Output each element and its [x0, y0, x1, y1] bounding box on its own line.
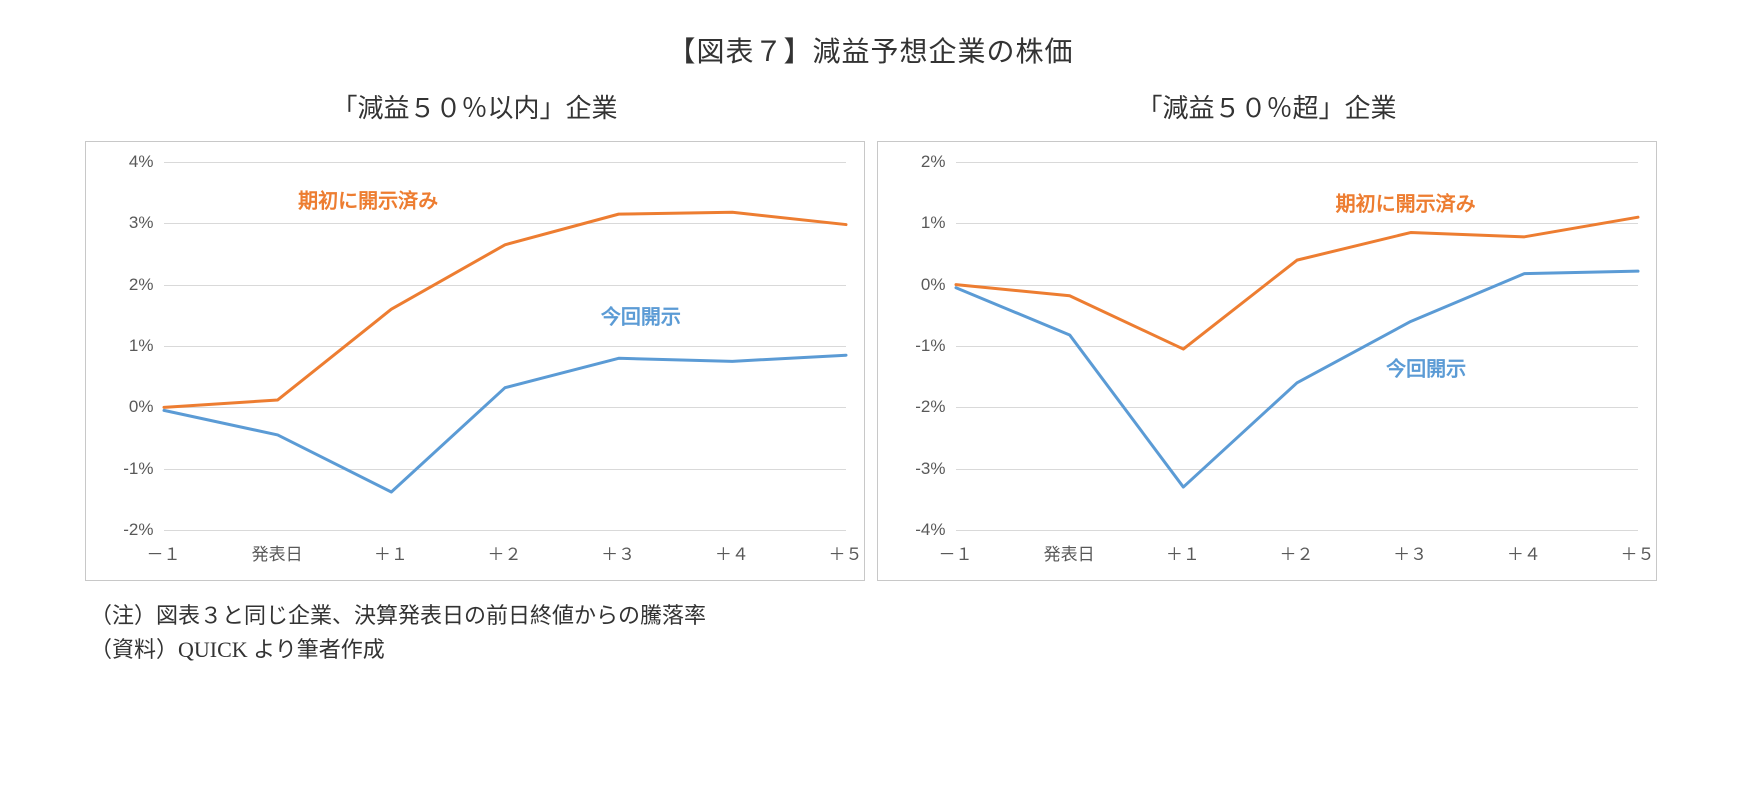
x-tick-label: ＋４	[715, 530, 749, 565]
footnotes: （注）図表３と同じ企業、決算発表日の前日終値からの騰落率 （資料）QUICK よ…	[90, 599, 1681, 667]
y-tick-label: -2%	[915, 397, 955, 417]
left-chart: 4%3%2%1%0%-1%-2%－１発表日＋１＋２＋３＋４＋５期初に開示済み今回…	[85, 141, 865, 581]
y-tick-label: 0%	[129, 397, 164, 417]
x-tick-label: ＋４	[1507, 530, 1541, 565]
series-line	[956, 271, 1638, 487]
x-tick-label: ＋５	[829, 530, 863, 565]
x-tick-label: ＋１	[1166, 530, 1200, 565]
y-tick-label: 4%	[129, 152, 164, 172]
series-label: 期初に開示済み	[298, 184, 438, 213]
x-tick-label: ＋５	[1621, 530, 1655, 565]
x-tick-label: 発表日	[252, 530, 303, 565]
x-tick-label: ＋３	[601, 530, 635, 565]
x-tick-label: ＋２	[1280, 530, 1314, 565]
y-tick-label: 0%	[921, 275, 956, 295]
chart-panels: 「減益５０％以内」企業 4%3%2%1%0%-1%-2%－１発表日＋１＋２＋３＋…	[60, 88, 1681, 581]
left-panel-title: 「減益５０％以内」企業	[85, 88, 865, 125]
y-tick-label: 1%	[921, 213, 956, 233]
x-tick-label: ＋３	[1393, 530, 1427, 565]
series-label: 今回開示	[1386, 353, 1466, 382]
right-panel-title: 「減益５０％超」企業	[877, 88, 1657, 125]
x-tick-label: －１	[939, 530, 973, 565]
y-tick-label: -1%	[915, 336, 955, 356]
series-line	[164, 212, 846, 407]
series-line	[164, 355, 846, 492]
x-tick-label: ＋２	[488, 530, 522, 565]
series-label: 今回開示	[601, 301, 681, 330]
x-tick-label: ＋１	[374, 530, 408, 565]
series-label: 期初に開示済み	[1336, 187, 1476, 216]
footnote-note: （注）図表３と同じ企業、決算発表日の前日終値からの騰落率	[90, 599, 1681, 633]
y-tick-label: 3%	[129, 213, 164, 233]
y-tick-label: -3%	[915, 459, 955, 479]
y-tick-label: 1%	[129, 336, 164, 356]
y-tick-label: -1%	[123, 459, 163, 479]
figure-title: 【図表７】減益予想企業の株価	[60, 30, 1681, 70]
right-plot-area: 2%1%0%-1%-2%-3%-4%－１発表日＋１＋２＋３＋４＋５期初に開示済み…	[956, 162, 1638, 530]
chart-lines	[956, 162, 1638, 530]
right-panel: 「減益５０％超」企業 2%1%0%-1%-2%-3%-4%－１発表日＋１＋２＋３…	[877, 88, 1657, 581]
x-tick-label: 発表日	[1044, 530, 1095, 565]
footnote-source: （資料）QUICK より筆者作成	[90, 633, 1681, 667]
x-tick-label: －１	[147, 530, 181, 565]
y-tick-label: 2%	[921, 152, 956, 172]
chart-lines	[164, 162, 846, 530]
right-chart: 2%1%0%-1%-2%-3%-4%－１発表日＋１＋２＋３＋４＋５期初に開示済み…	[877, 141, 1657, 581]
left-plot-area: 4%3%2%1%0%-1%-2%－１発表日＋１＋２＋３＋４＋５期初に開示済み今回…	[164, 162, 846, 530]
y-tick-label: 2%	[129, 275, 164, 295]
left-panel: 「減益５０％以内」企業 4%3%2%1%0%-1%-2%－１発表日＋１＋２＋３＋…	[85, 88, 865, 581]
